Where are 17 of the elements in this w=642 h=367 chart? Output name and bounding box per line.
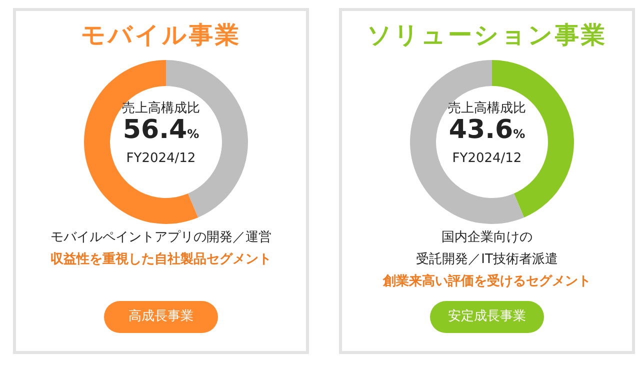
donut-slice [84,60,198,224]
text: FY2024/12 [451,151,523,166]
text: 売上高構成比 [447,100,527,117]
text: 受託開発／IT技術者派遣 [415,251,559,269]
text: 収益性を重視した自社製品セグメント [50,250,272,269]
text: 創業来高い評価を受けるセグメント [382,272,592,291]
chart-title: ソリューション事業 [366,20,608,51]
text: 安定成長事業 [430,301,544,333]
text: 高成長事業 [104,301,218,333]
text: 43.6% [448,115,526,145]
chart-title: モバイル事業 [80,20,242,51]
text: 56.4% [122,115,200,145]
text: 国内企業向けの [440,229,534,247]
donut-slice [410,60,524,224]
text: モバイルペイントアプリの開発／運営 [50,229,272,247]
text: FY2024/12 [125,151,197,166]
text: 売上高構成比 [121,100,201,117]
